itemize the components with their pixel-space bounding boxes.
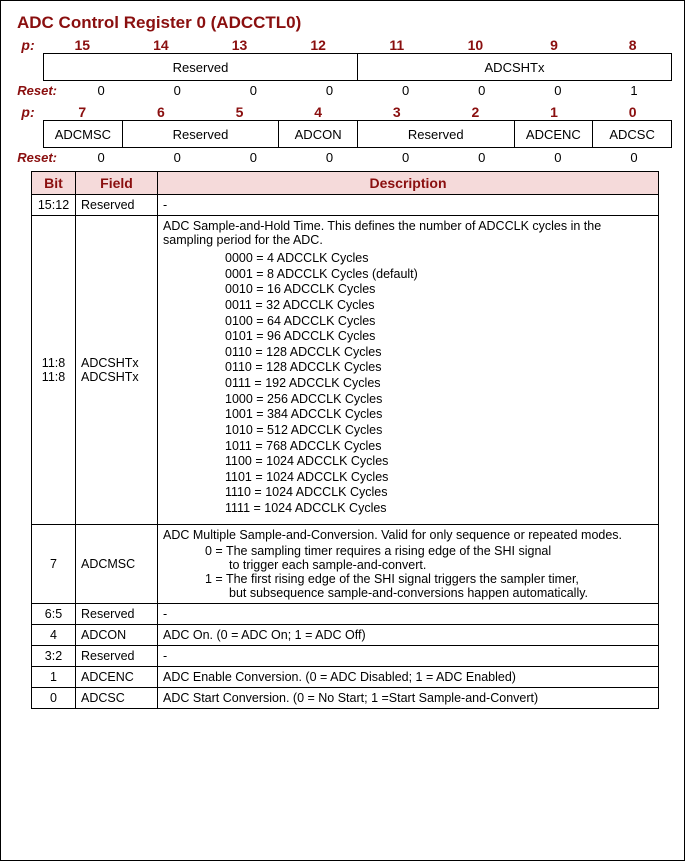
field-cell: ADCSC [593,121,671,147]
field-cell: Reserved [44,54,358,80]
field-cell: ADCENC [76,666,158,687]
field-cell: ADCENC [515,121,594,147]
bit-number: 14 [122,37,201,53]
bit-cell: 15:12 [32,195,76,216]
bit-number: 8 [593,37,672,53]
description-cell: ADC Multiple Sample-and-Conversion. Vali… [158,524,659,603]
bit-number: 13 [200,37,279,53]
field-cell: ADCSHTxADCSHTx [76,216,158,525]
description-cell: ADC Sample-and-Hold Time. This defines t… [158,216,659,525]
bits-row-upper: p: 15 14 13 12 11 10 9 8 [13,37,672,53]
bits-row-lower: p: 7 6 5 4 3 2 1 0 [13,104,672,120]
description-cell: - [158,645,659,666]
table-row: 7ADCMSCADC Multiple Sample-and-Conversio… [32,524,659,603]
field-cell: ADCON [279,121,358,147]
p-label: p: [13,104,43,120]
bit-number: 9 [515,37,594,53]
reset-value: 1 [596,83,672,98]
bit-number: 4 [279,104,358,120]
reset-value: 0 [291,83,367,98]
field-cell: Reserved [76,195,158,216]
reset-value: 0 [139,150,215,165]
bit-number: 10 [436,37,515,53]
reset-value: 0 [215,83,291,98]
bit-cell: 3:2 [32,645,76,666]
table-row: 11:811:8ADCSHTxADCSHTxADC Sample-and-Hol… [32,216,659,525]
reset-value: 0 [444,83,520,98]
bit-cell: 11:811:8 [32,216,76,525]
p-label: p: [13,37,43,53]
description-cell: ADC Start Conversion. (0 = No Start; 1 =… [158,687,659,708]
bit-number: 0 [593,104,672,120]
bit-cell: 6:5 [32,603,76,624]
bit-number: 12 [279,37,358,53]
field-cell: ADCON [76,624,158,645]
reset-value: 0 [596,150,672,165]
table-row: 15:12Reserved- [32,195,659,216]
bit-cell: 7 [32,524,76,603]
field-cell: Reserved [123,121,280,147]
reset-value: 0 [368,83,444,98]
col-desc: Description [158,172,659,195]
table-row: 1ADCENCADC Enable Conversion. (0 = ADC D… [32,666,659,687]
description-cell: ADC On. (0 = ADC On; 1 = ADC Off) [158,624,659,645]
reset-row-lower: Reset: 0 0 0 0 0 0 0 0 [13,150,672,165]
description-cell: - [158,195,659,216]
table-row: 4ADCONADC On. (0 = ADC On; 1 = ADC Off) [32,624,659,645]
bit-number: 7 [43,104,122,120]
reset-row-upper: Reset: 0 0 0 0 0 0 0 1 [13,83,672,98]
bit-number: 2 [436,104,515,120]
bit-number: 3 [358,104,437,120]
reset-value: 0 [63,83,139,98]
col-field: Field [76,172,158,195]
bit-number: 15 [43,37,122,53]
table-row: 6:5Reserved- [32,603,659,624]
description-cell: ADC Enable Conversion. (0 = ADC Disabled… [158,666,659,687]
reset-label: Reset: [13,83,63,98]
field-cell: ADCMSC [76,524,158,603]
col-bit: Bit [32,172,76,195]
reset-value: 0 [215,150,291,165]
bit-cell: 4 [32,624,76,645]
field-cell: Reserved [358,121,515,147]
bit-number: 11 [358,37,437,53]
description-cell: - [158,603,659,624]
reset-value: 0 [520,150,596,165]
reset-value: 0 [139,83,215,98]
field-cell: Reserved [76,603,158,624]
reset-value: 0 [520,83,596,98]
field-cell: Reserved [76,645,158,666]
field-cell: ADCMSC [44,121,123,147]
reset-value: 0 [368,150,444,165]
table-row: 0ADCSCADC Start Conversion. (0 = No Star… [32,687,659,708]
register-title: ADC Control Register 0 (ADCCTL0) [17,13,672,33]
fields-row-lower: ADCMSCReservedADCONReservedADCENCADCSC [43,120,672,148]
fields-row-upper: ReservedADCSHTx [43,53,672,81]
bit-cell: 0 [32,687,76,708]
bit-number: 1 [515,104,594,120]
reset-value: 0 [63,150,139,165]
bit-number: 6 [122,104,201,120]
reset-value: 0 [444,150,520,165]
field-cell: ADCSC [76,687,158,708]
reset-label: Reset: [13,150,63,165]
table-row: 3:2Reserved- [32,645,659,666]
field-cell: ADCSHTx [358,54,671,80]
bit-cell: 1 [32,666,76,687]
register-page: ADC Control Register 0 (ADCCTL0) p: 15 1… [0,0,685,861]
reset-value: 0 [291,150,367,165]
bit-number: 5 [200,104,279,120]
description-table: Bit Field Description 15:12Reserved-11:8… [31,171,659,709]
